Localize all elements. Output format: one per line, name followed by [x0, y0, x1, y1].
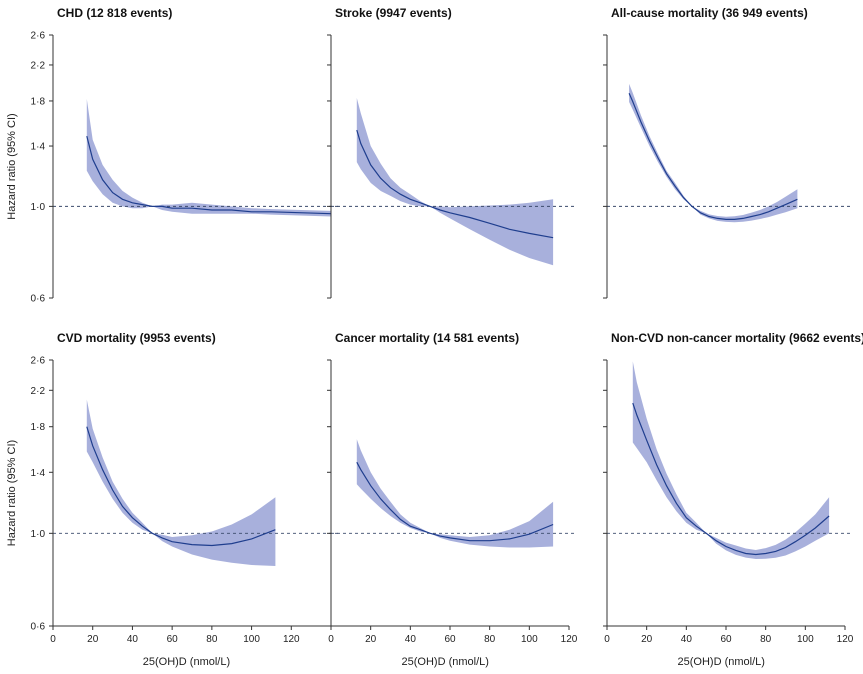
- ci-band: [356, 439, 554, 548]
- hazard-ratio-line: [628, 92, 798, 220]
- x-tick-label: 120: [561, 634, 578, 645]
- hazard-ratio-line: [356, 461, 554, 542]
- hazard-ratio-line: [632, 402, 830, 556]
- y-tick-label: 2·6: [31, 31, 46, 42]
- x-axis-label: 25(OH)D (nmol/L): [402, 656, 489, 668]
- x-tick-label: 20: [365, 634, 377, 645]
- panel-1: CHD (12 818 events) 0·6 1·0 1·4 1·8 2·2 2·6 Haz…: [6, 6, 339, 305]
- y-tick-label: 0·6: [31, 294, 46, 305]
- y-tick-label: 0·6: [31, 622, 46, 633]
- panel-title: Cancer mortality (14 581 events): [335, 331, 519, 345]
- x-tick-label: 100: [797, 634, 814, 645]
- panel-title: CVD mortality (9953 events): [57, 331, 216, 345]
- ci-band: [86, 399, 276, 566]
- x-tick-label: 120: [837, 634, 854, 645]
- x-axis-label: 25(OH)D (nmol/L): [143, 656, 230, 668]
- panel-title: Stroke (9947 events): [335, 6, 452, 20]
- x-tick-label: 0: [50, 634, 56, 645]
- y-axis-label: Hazard ratio (95% CI): [6, 440, 18, 546]
- y-tick-label: 2·2: [31, 386, 46, 397]
- y-tick-label: 1·4: [31, 142, 46, 153]
- x-tick-label: 80: [206, 634, 218, 645]
- x-tick-label: 40: [681, 634, 693, 645]
- x-tick-label: 40: [405, 634, 417, 645]
- ci-band: [356, 98, 554, 266]
- x-tick-label: 120: [283, 634, 300, 645]
- ci-band: [86, 99, 331, 217]
- x-tick-label: 60: [444, 634, 456, 645]
- panel-title: CHD (12 818 events): [57, 6, 172, 20]
- panel-6: Non-CVD non-cancer mortality (9662 event…: [603, 331, 863, 668]
- panel-2: Stroke (9947 events): [327, 6, 577, 299]
- hazard-ratio-line: [86, 135, 332, 215]
- ci-band: [629, 83, 798, 223]
- x-tick-label: 80: [760, 634, 772, 645]
- y-tick-label: 1·0: [31, 529, 46, 540]
- x-tick-label: 0: [604, 634, 610, 645]
- panel-3: All-cause mortality (36 949 events): [603, 6, 853, 299]
- x-axis-label: 25(OH)D (nmol/L): [678, 656, 765, 668]
- y-tick-label: 1·4: [31, 468, 46, 479]
- ci-band: [632, 361, 830, 559]
- hazard-ratio-line: [86, 426, 276, 547]
- x-tick-label: 20: [641, 634, 653, 645]
- x-tick-label: 60: [167, 634, 179, 645]
- x-tick-label: 100: [243, 634, 260, 645]
- y-axis-label: Hazard ratio (95% CI): [6, 113, 18, 219]
- x-tick-label: 0: [328, 634, 334, 645]
- panel-title: All-cause mortality (36 949 events): [611, 6, 808, 20]
- x-tick-label: 100: [521, 634, 538, 645]
- y-tick-label: 1·0: [31, 202, 46, 213]
- x-tick-label: 20: [87, 634, 99, 645]
- y-tick-label: 2·2: [31, 60, 46, 71]
- panel-title: Non-CVD non-cancer mortality (9662 event…: [611, 331, 863, 345]
- x-tick-label: 80: [484, 634, 496, 645]
- hazard-ratio-line: [356, 129, 554, 239]
- panel-5: Cancer mortality (14 581 events) 0 20 40 60 8…: [327, 331, 578, 668]
- y-tick-label: 1·8: [31, 96, 46, 107]
- x-tick-label: 40: [127, 634, 139, 645]
- panel-4: CVD mortality (9953 events) 0·6 1·0 1·4 1·8 2…: [6, 331, 339, 668]
- y-tick-label: 2·6: [31, 356, 46, 367]
- y-tick-label: 1·8: [31, 422, 46, 433]
- x-tick-label: 60: [720, 634, 732, 645]
